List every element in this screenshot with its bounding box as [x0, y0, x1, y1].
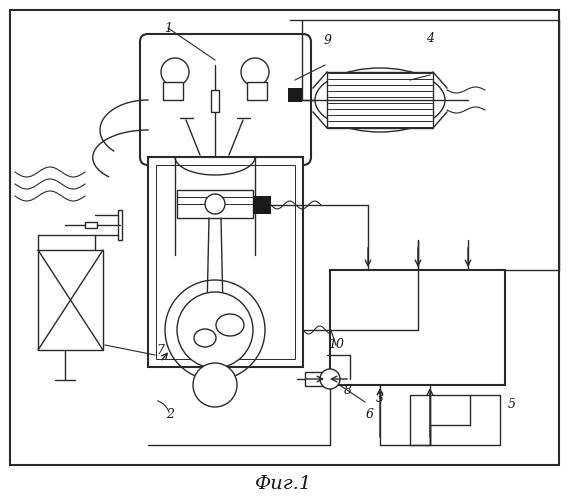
Circle shape [161, 58, 189, 86]
Bar [38, 250, 103, 350]
Bar [85, 222, 97, 228]
Bar [288, 88, 302, 102]
Bar [156, 165, 295, 359]
Circle shape [177, 292, 253, 368]
Text: 4: 4 [426, 32, 434, 44]
Bar [305, 372, 327, 386]
Bar [148, 157, 303, 367]
Text: 1: 1 [164, 22, 172, 35]
FancyBboxPatch shape [140, 34, 311, 165]
Ellipse shape [315, 68, 445, 132]
Bar [211, 90, 219, 112]
Bar [163, 82, 183, 100]
Circle shape [320, 369, 340, 389]
Text: 5: 5 [508, 398, 516, 411]
Ellipse shape [194, 329, 216, 347]
Text: 6: 6 [366, 408, 374, 422]
Text: 8: 8 [344, 384, 352, 396]
Ellipse shape [216, 314, 244, 336]
Text: 3: 3 [376, 392, 384, 404]
Bar [253, 196, 271, 214]
Bar [410, 395, 500, 445]
Text: 2: 2 [166, 408, 174, 422]
Bar [177, 190, 253, 218]
Text: Фиг.1: Фиг.1 [255, 475, 312, 493]
Bar [247, 82, 267, 100]
Circle shape [241, 58, 269, 86]
Text: 10: 10 [328, 338, 344, 351]
Text: 7: 7 [156, 344, 164, 356]
Bar [330, 270, 505, 385]
Circle shape [193, 363, 237, 407]
Bar [118, 210, 122, 240]
Text: 9: 9 [324, 34, 332, 46]
Bar [327, 72, 433, 128]
Circle shape [205, 194, 225, 214]
